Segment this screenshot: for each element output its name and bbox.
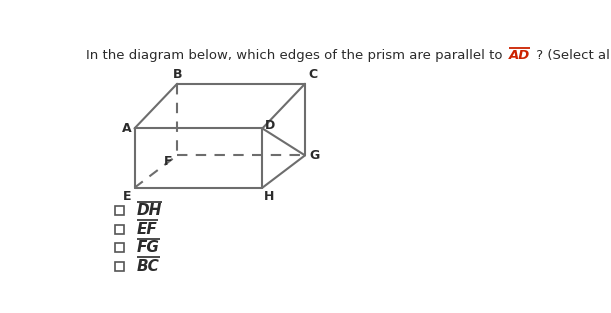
Text: EF: EF bbox=[137, 222, 158, 237]
Text: G: G bbox=[309, 149, 320, 162]
Bar bbox=[115, 243, 125, 252]
Text: ? (Select all that apply.): ? (Select all that apply.) bbox=[532, 49, 611, 62]
Text: FG: FG bbox=[137, 240, 159, 255]
Bar bbox=[115, 225, 125, 234]
Text: F: F bbox=[164, 155, 172, 168]
Text: BC: BC bbox=[137, 259, 159, 274]
Bar bbox=[115, 262, 125, 271]
Text: H: H bbox=[263, 190, 274, 203]
Text: C: C bbox=[308, 68, 317, 81]
Text: DH: DH bbox=[137, 203, 162, 218]
Text: A: A bbox=[122, 122, 131, 135]
Text: AD: AD bbox=[509, 49, 530, 62]
Text: D: D bbox=[265, 119, 275, 132]
Text: In the diagram below, which edges of the prism are parallel to: In the diagram below, which edges of the… bbox=[86, 49, 507, 62]
Bar bbox=[115, 206, 125, 215]
Text: B: B bbox=[172, 68, 182, 81]
Text: E: E bbox=[122, 190, 131, 203]
